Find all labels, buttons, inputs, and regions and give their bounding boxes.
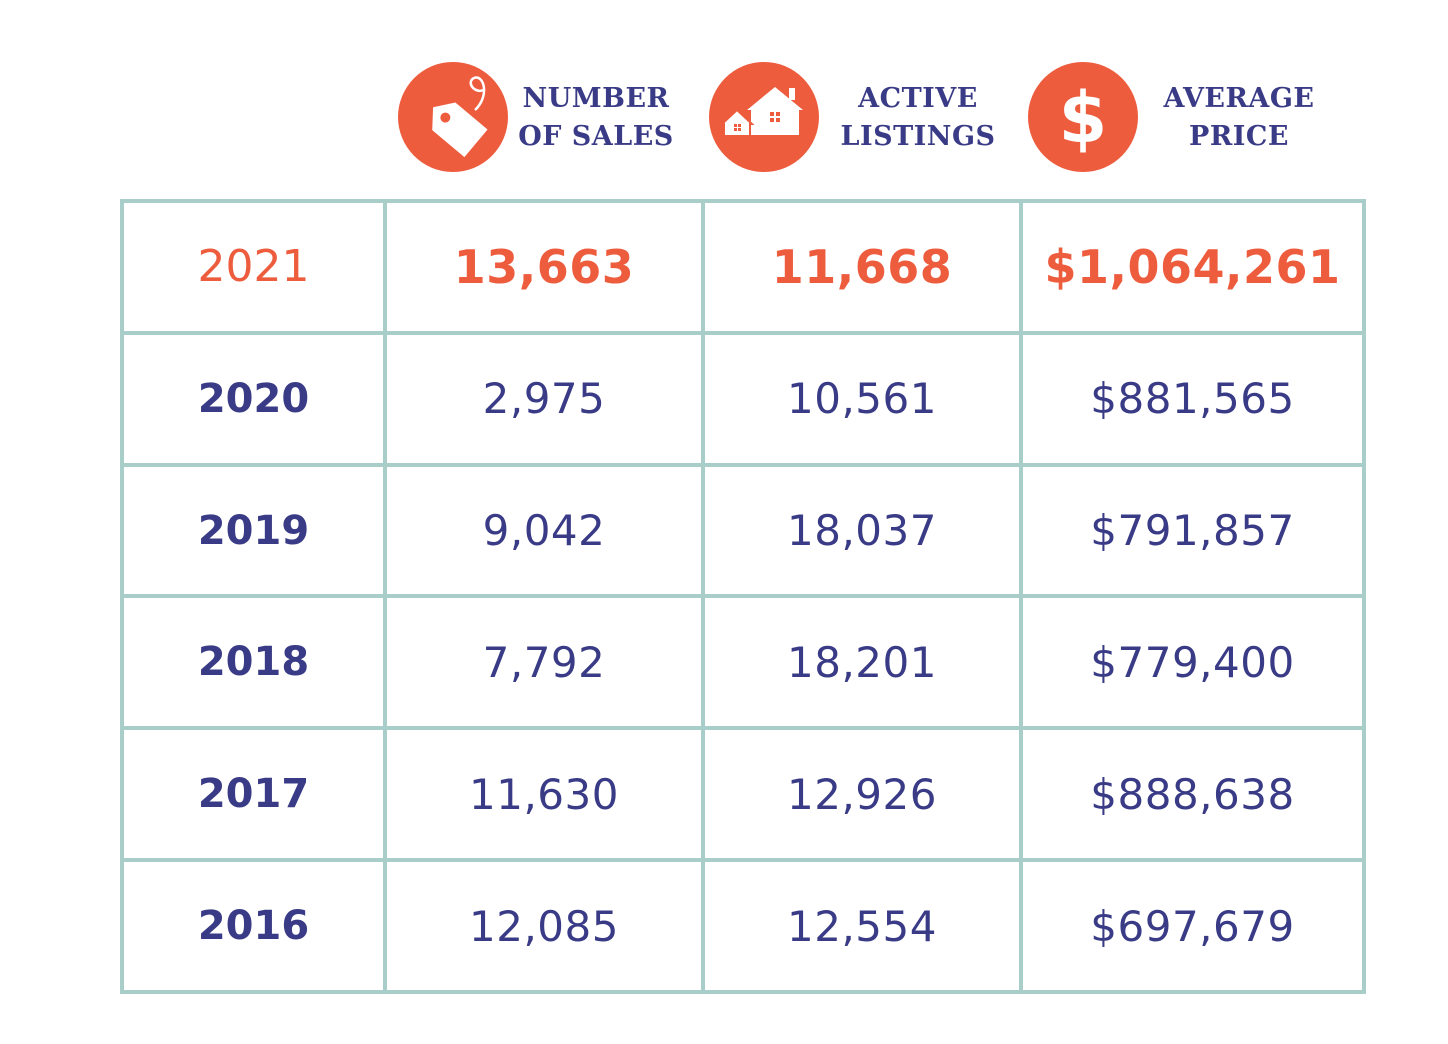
year-cell: 2017 xyxy=(120,726,387,863)
sales-cell: 9,042 xyxy=(383,462,705,599)
price-cell: $881,565 xyxy=(1019,330,1366,467)
header-line: OF SALES xyxy=(518,121,674,152)
price-cell: $697,679 xyxy=(1019,858,1366,994)
listings-cell: 11,668 xyxy=(701,199,1023,335)
listings-cell: 10,561 xyxy=(701,330,1023,467)
header-line: NUMBER xyxy=(522,83,670,114)
price-cell: $1,064,261 xyxy=(1019,199,1366,335)
table-row-2021: 2021 13,663 11,668 $1,064,261 xyxy=(120,199,1366,335)
header-line: ACTIVE xyxy=(858,83,978,114)
sales-cell: 11,630 xyxy=(383,726,705,863)
table-row: 2016 12,085 12,554 $697,679 xyxy=(120,858,1366,994)
header-label-price: AVERAGE PRICE xyxy=(1154,80,1324,156)
sales-cell: 2,975 xyxy=(383,330,705,467)
table-row: 2020 2,975 10,561 $881,565 xyxy=(120,330,1366,467)
price-tag-icon xyxy=(398,62,508,172)
sales-cell: 12,085 xyxy=(383,858,705,994)
year-cell: 2021 xyxy=(120,199,387,335)
listings-cell: 18,037 xyxy=(701,462,1023,599)
year-cell: 2018 xyxy=(120,594,387,731)
price-cell: $791,857 xyxy=(1019,462,1366,599)
header-line: AVERAGE xyxy=(1163,83,1315,114)
houses-icon xyxy=(709,62,819,172)
header-line: PRICE xyxy=(1189,121,1289,152)
listings-cell: 12,926 xyxy=(701,726,1023,863)
table-row: 2019 9,042 18,037 $791,857 xyxy=(120,462,1366,599)
sales-cell: 7,792 xyxy=(383,594,705,731)
header-label-listings: ACTIVE LISTINGS xyxy=(833,80,1003,156)
sales-cell: 13,663 xyxy=(383,199,705,335)
table-row: 2018 7,792 18,201 $779,400 xyxy=(120,594,1366,731)
price-cell: $779,400 xyxy=(1019,594,1366,731)
price-cell: $888,638 xyxy=(1019,726,1366,863)
listings-cell: 18,201 xyxy=(701,594,1023,731)
stats-table: 2021 13,663 11,668 $1,064,261 2020 2,975… xyxy=(120,199,1366,994)
year-cell: 2016 xyxy=(120,858,387,994)
table-row: 2017 11,630 12,926 $888,638 xyxy=(120,726,1366,863)
year-cell: 2019 xyxy=(120,462,387,599)
listings-cell: 12,554 xyxy=(701,858,1023,994)
header-line: LISTINGS xyxy=(840,121,996,152)
year-cell: 2020 xyxy=(120,330,387,467)
header-label-sales: NUMBER OF SALES xyxy=(511,80,681,156)
svg-text:$: $ xyxy=(1059,77,1108,159)
dollar-sign-icon: $ xyxy=(1028,62,1138,172)
